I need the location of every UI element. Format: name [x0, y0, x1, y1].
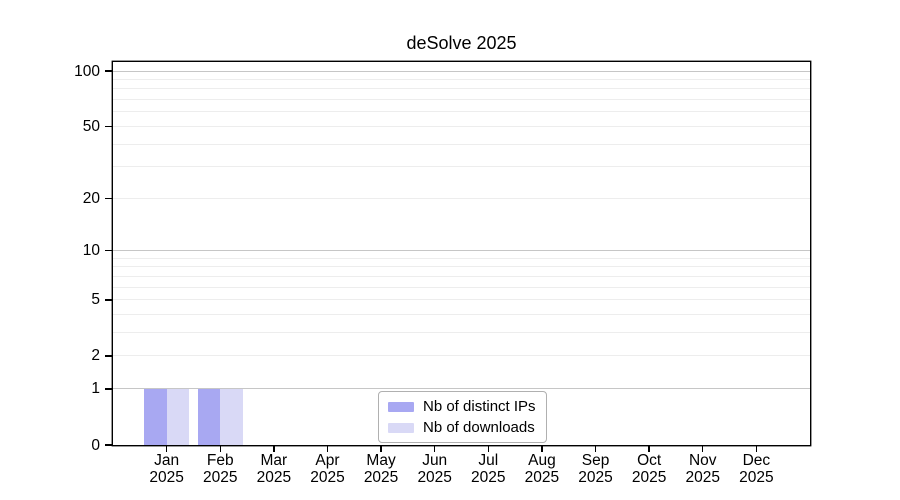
x-tick-month: Oct — [637, 452, 662, 469]
gridline-major — [113, 388, 810, 390]
legend-swatch-distinct-ips — [388, 401, 414, 412]
bar-downloads-jan — [166, 388, 190, 445]
x-tick — [702, 446, 704, 452]
x-tick — [541, 446, 543, 452]
x-tick-year: 2025 — [256, 469, 292, 486]
gridline-minor — [113, 88, 810, 90]
legend-label-downloads: Nb of downloads — [423, 419, 535, 436]
legend-item-downloads: Nb of downloads — [388, 418, 536, 437]
y-tick — [105, 125, 113, 128]
x-tick — [380, 446, 382, 452]
x-tick-month: Aug — [528, 452, 556, 469]
x-tick-label: Sep 2025 — [560, 452, 632, 486]
gridline-minor — [113, 197, 810, 199]
x-tick-year: 2025 — [739, 469, 774, 486]
x-tick-label: Jul 2025 — [452, 452, 524, 486]
plot-area — [113, 62, 810, 445]
x-tick — [648, 446, 650, 452]
bar-distinct-ips-feb — [197, 388, 221, 445]
gridline-minor — [113, 314, 810, 316]
y-tick-label: 10 — [82, 242, 100, 260]
gridline-minor — [113, 355, 810, 357]
y-tick — [105, 355, 113, 357]
legend-swatch-downloads — [388, 422, 414, 433]
y-tick — [105, 250, 113, 252]
x-tick — [433, 446, 436, 452]
x-tick-month: Dec — [742, 452, 771, 469]
gridline-minor — [113, 257, 810, 259]
x-tick-year: 2025 — [631, 469, 667, 486]
x-tick-month: May — [366, 452, 396, 469]
gridline-minor — [113, 99, 810, 101]
x-tick-label: Jun 2025 — [399, 452, 471, 486]
gridline-minor — [113, 266, 810, 268]
x-tick-year: 2025 — [578, 469, 613, 486]
x-tick-year: 2025 — [202, 469, 238, 486]
legend: Nb of distinct IPs Nb of downloads — [378, 391, 547, 443]
x-tick-month: Apr — [315, 452, 340, 469]
legend-item-distinct-ips: Nb of distinct IPs — [388, 397, 536, 416]
gridline-minor — [113, 332, 810, 334]
x-tick-year: 2025 — [524, 469, 560, 486]
gridline-minor — [113, 111, 810, 113]
x-tick-year: 2025 — [363, 469, 399, 486]
x-tick-year: 2025 — [417, 469, 452, 486]
x-tick — [755, 446, 758, 452]
y-tick — [105, 70, 113, 72]
chart-title: deSolve 2025 — [406, 33, 517, 53]
gridline-minor — [113, 276, 810, 278]
x-tick-label: Oct 2025 — [613, 452, 685, 486]
y-tick — [105, 197, 113, 200]
x-tick-label: Aug 2025 — [506, 452, 578, 486]
x-tick-month: Jul — [478, 452, 499, 469]
x-tick — [219, 446, 221, 452]
x-tick — [165, 446, 168, 452]
x-tick-year: 2025 — [310, 469, 345, 486]
x-tick-year: 2025 — [471, 469, 506, 486]
x-tick — [487, 446, 489, 452]
x-tick-label: Mar 2025 — [238, 452, 310, 486]
y-tick-label: 0 — [91, 436, 100, 454]
x-tick-month: Jun — [422, 452, 448, 469]
y-tick — [105, 444, 113, 446]
y-tick-label: 100 — [74, 62, 100, 80]
x-tick-month: Feb — [206, 452, 234, 469]
gridline-minor — [113, 299, 810, 301]
x-tick-month: Mar — [260, 452, 288, 469]
x-tick-label: Jan 2025 — [131, 452, 203, 486]
x-tick-month: Sep — [581, 452, 610, 469]
y-tick-label: 1 — [91, 380, 100, 398]
x-tick-month: Nov — [688, 452, 717, 469]
bar-distinct-ips-jan — [144, 388, 167, 445]
x-tick-label: Feb 2025 — [184, 452, 256, 486]
gridline-major — [113, 70, 810, 72]
legend-label-distinct-ips: Nb of distinct IPs — [423, 398, 536, 415]
gridline-minor — [113, 125, 810, 127]
bar-downloads-feb — [220, 388, 243, 445]
gridline-minor — [113, 143, 810, 145]
gridline-minor — [113, 286, 810, 288]
y-tick-label: 2 — [91, 347, 100, 365]
x-tick-year: 2025 — [149, 469, 184, 486]
x-tick-label: Dec 2025 — [720, 452, 792, 486]
x-tick-month: Jan — [154, 452, 180, 469]
y-tick-label: 50 — [82, 117, 100, 135]
gridline-minor — [113, 166, 810, 168]
x-tick — [326, 446, 329, 452]
y-tick-label: 5 — [91, 291, 100, 309]
x-tick-label: Nov 2025 — [667, 452, 739, 486]
x-tick — [594, 446, 597, 452]
y-tick-label: 20 — [82, 189, 100, 207]
gridline-minor — [113, 79, 810, 81]
gridline-major — [113, 250, 810, 252]
y-tick — [105, 299, 113, 301]
x-tick-year: 2025 — [685, 469, 720, 486]
x-tick — [273, 446, 275, 452]
x-tick-label: May 2025 — [345, 452, 417, 486]
x-tick-label: Apr 2025 — [291, 452, 363, 486]
y-tick — [105, 388, 113, 390]
